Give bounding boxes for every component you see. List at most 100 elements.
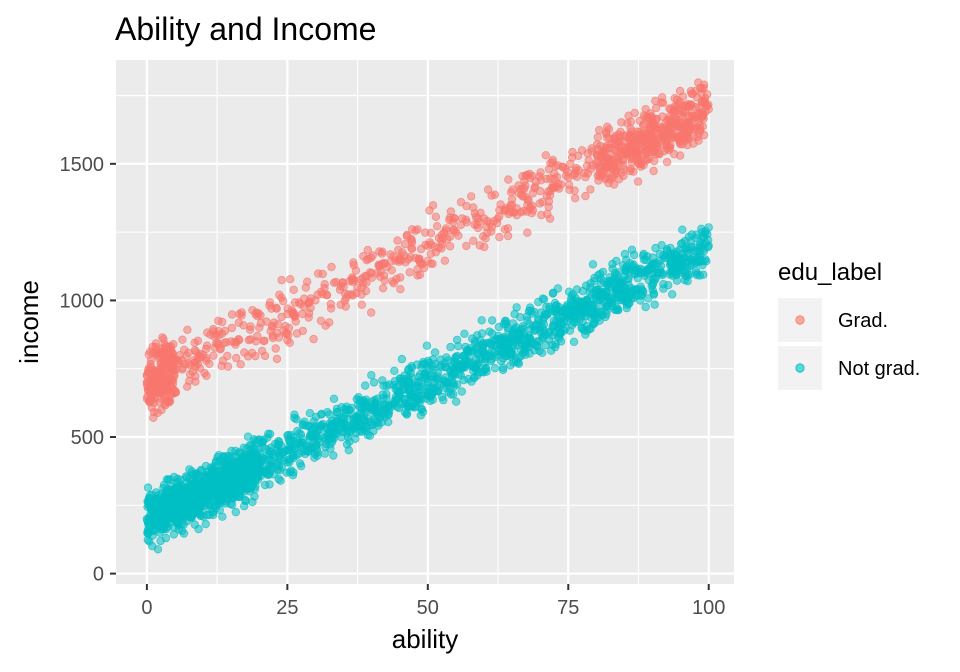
data-point xyxy=(353,283,362,292)
data-point xyxy=(275,290,284,299)
data-point xyxy=(166,342,176,351)
data-point xyxy=(608,173,617,183)
data-point xyxy=(665,126,674,136)
data-point xyxy=(167,375,177,384)
data-point xyxy=(198,487,208,496)
data-point xyxy=(555,303,564,312)
data-point xyxy=(659,280,668,289)
data-point xyxy=(616,132,625,142)
data-point xyxy=(507,337,517,346)
data-point xyxy=(426,228,436,238)
data-point xyxy=(227,500,237,509)
data-point xyxy=(151,510,160,519)
data-point xyxy=(174,482,183,492)
data-point xyxy=(289,285,298,294)
data-point xyxy=(272,304,281,313)
data-point xyxy=(676,255,685,264)
data-point xyxy=(382,390,391,399)
data-point xyxy=(283,309,292,319)
data-point xyxy=(203,467,212,476)
data-point xyxy=(292,436,301,446)
data-point xyxy=(593,132,602,142)
data-point xyxy=(182,382,192,391)
data-point xyxy=(541,151,550,160)
data-point xyxy=(503,224,513,233)
data-point xyxy=(377,249,387,258)
data-point xyxy=(526,306,535,315)
data-point xyxy=(301,283,310,292)
data-point xyxy=(460,329,469,338)
data-point xyxy=(156,371,166,381)
data-point xyxy=(687,242,696,251)
y-tick-label: 1000 xyxy=(60,290,105,312)
data-point xyxy=(619,171,628,181)
data-point xyxy=(351,434,360,443)
y-tick-label: 0 xyxy=(93,564,104,586)
data-point xyxy=(523,195,532,204)
data-point xyxy=(594,151,603,160)
data-point xyxy=(685,123,694,133)
data-point xyxy=(213,338,222,348)
data-point xyxy=(587,309,596,319)
data-point xyxy=(650,156,659,166)
data-point xyxy=(170,501,180,510)
data-point xyxy=(551,342,560,352)
data-point xyxy=(629,250,639,260)
data-point xyxy=(428,201,438,210)
data-point xyxy=(431,212,441,221)
data-point xyxy=(332,404,342,414)
data-point xyxy=(676,118,685,127)
data-point xyxy=(159,480,169,490)
data-point xyxy=(289,468,298,477)
data-point xyxy=(179,520,188,529)
data-point xyxy=(444,378,453,387)
data-point xyxy=(245,441,254,450)
data-point xyxy=(510,208,519,217)
data-point xyxy=(471,212,480,222)
data-point xyxy=(223,362,233,371)
data-point xyxy=(581,191,590,201)
data-point xyxy=(343,432,353,442)
data-point xyxy=(416,244,426,254)
data-point xyxy=(169,389,178,398)
data-point xyxy=(246,322,255,331)
data-point xyxy=(241,458,250,468)
data-point xyxy=(162,525,171,534)
data-point xyxy=(259,454,268,463)
data-point xyxy=(315,422,325,431)
data-point xyxy=(595,269,605,279)
data-point xyxy=(536,323,545,332)
data-point xyxy=(262,317,271,326)
data-point xyxy=(355,409,365,418)
data-point xyxy=(451,227,461,237)
data-point xyxy=(691,258,700,267)
data-point xyxy=(295,429,304,438)
data-point xyxy=(369,378,379,387)
legend-label: Grad. xyxy=(838,310,888,332)
data-point xyxy=(456,197,466,207)
data-point xyxy=(490,364,500,373)
data-point xyxy=(165,512,174,521)
data-point xyxy=(327,262,336,272)
data-point xyxy=(544,197,554,206)
data-point xyxy=(665,115,674,124)
data-point xyxy=(446,342,455,352)
data-point xyxy=(538,348,547,357)
data-point xyxy=(430,242,439,251)
data-point xyxy=(236,480,245,489)
data-point xyxy=(395,255,404,264)
data-point xyxy=(450,214,459,223)
data-point xyxy=(613,286,623,296)
data-point xyxy=(328,422,338,432)
x-tick-label: 100 xyxy=(692,597,725,619)
data-point xyxy=(636,296,645,305)
data-point xyxy=(357,427,367,436)
data-point xyxy=(361,381,370,390)
data-point xyxy=(272,328,282,338)
data-point xyxy=(359,397,368,406)
data-point xyxy=(636,136,645,145)
data-point xyxy=(697,112,706,121)
data-point xyxy=(283,335,292,345)
data-point xyxy=(193,336,203,345)
